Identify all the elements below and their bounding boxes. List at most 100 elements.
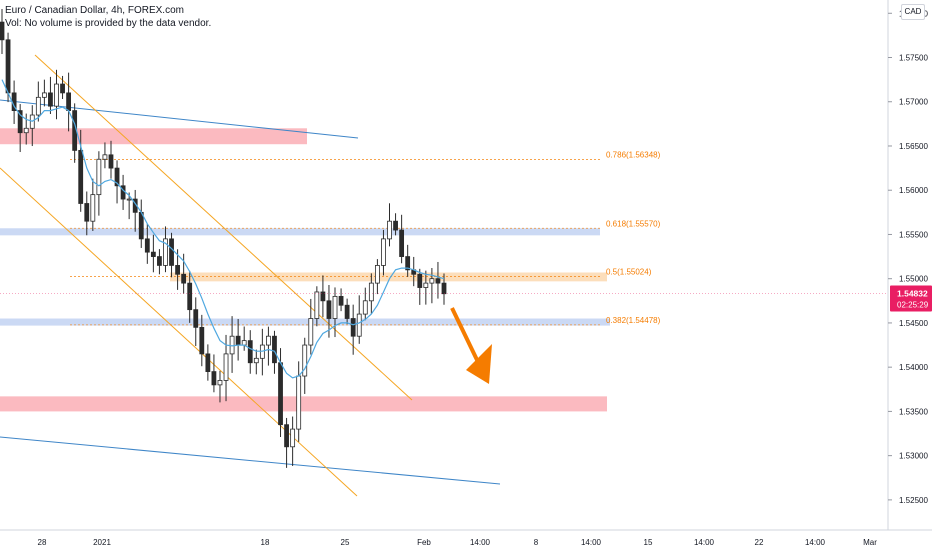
x-tick-label: 15	[644, 538, 653, 547]
candle	[350, 318, 356, 337]
candle	[199, 326, 205, 355]
candle	[278, 362, 283, 426]
drawing-tools	[0, 54, 501, 497]
candle	[169, 238, 174, 266]
candle	[229, 335, 235, 355]
symbol-title: Euro / Canadian Dollar, 4h, FOREX.com	[5, 5, 184, 16]
candle	[374, 265, 380, 284]
candles	[0, 9, 447, 468]
candle	[78, 150, 84, 204]
x-tick-label: 2021	[93, 538, 111, 547]
x-tick-label: 14:00	[694, 538, 715, 547]
x-tick-label: 22	[755, 538, 764, 547]
fib-label-1: 0.618(1.55570)	[606, 219, 661, 228]
candle	[90, 194, 96, 222]
candle	[150, 251, 156, 257]
candle	[66, 92, 72, 111]
candle	[193, 309, 199, 328]
chart-legend: Euro / Canadian Dollar, 4h, FOREX.com Vo…	[5, 4, 211, 30]
candle	[211, 371, 217, 386]
candle	[114, 167, 120, 187]
candle	[187, 282, 193, 311]
candle	[417, 273, 423, 288]
forecast-arrow	[450, 307, 492, 384]
candle	[290, 428, 296, 448]
candle	[157, 256, 162, 266]
x-tick-label: Feb	[417, 538, 431, 547]
candle	[368, 282, 374, 302]
x-tick-label: 25	[341, 538, 350, 547]
x-tick-label: Mar	[863, 538, 877, 547]
candle	[181, 273, 187, 284]
y-tick-label: 1.54500	[899, 319, 928, 328]
candle	[356, 313, 362, 337]
y-tick-label: 1.53500	[899, 407, 928, 416]
channel-orange-upper	[34, 54, 413, 401]
x-tick-label: 14:00	[470, 538, 491, 547]
candle	[0, 21, 5, 41]
candle	[60, 83, 65, 94]
channel-orange-lower	[0, 167, 358, 497]
y-tick-label: 1.57500	[899, 54, 928, 63]
candle	[344, 304, 350, 319]
x-tick-label: 8	[534, 538, 539, 547]
candle	[217, 380, 223, 386]
candle	[205, 353, 211, 372]
candle	[48, 92, 53, 107]
candle	[102, 154, 108, 160]
price-badge-countdown: 02:25:29	[897, 301, 929, 310]
candle	[381, 238, 386, 266]
currency-button[interactable]: CAD	[901, 4, 925, 20]
candle	[308, 318, 314, 346]
candle	[223, 353, 229, 381]
candle	[126, 198, 132, 201]
x-tick-label: 14:00	[805, 538, 826, 547]
y-tick-label: 1.53000	[899, 452, 928, 461]
y-tick-label: 1.57000	[899, 98, 928, 107]
zone-support-1	[0, 228, 600, 236]
zone-support-3	[0, 318, 610, 326]
candle	[96, 158, 102, 196]
candle	[84, 203, 90, 222]
candle	[108, 154, 114, 169]
candle	[272, 335, 277, 364]
arrow-shaft	[450, 307, 480, 363]
candle	[23, 127, 29, 134]
candle	[253, 357, 259, 364]
candle	[423, 282, 429, 288]
candle	[314, 291, 320, 319]
ema-line	[1, 79, 445, 379]
y-tick-label: 1.52500	[899, 496, 928, 505]
candle	[429, 278, 435, 284]
candle	[41, 92, 47, 98]
candle	[235, 335, 241, 346]
zone-pivot-2	[170, 272, 607, 282]
candle	[393, 220, 398, 231]
y-tick-label: 1.55000	[899, 275, 928, 284]
candle	[266, 335, 271, 346]
arrow-head	[466, 344, 492, 384]
channel-blue-upper	[0, 99, 359, 139]
volume-note: Vol: No volume is provided by the data v…	[5, 18, 212, 29]
candle	[296, 375, 302, 430]
fib-label-2: 0.5(1.55024)	[606, 268, 652, 277]
x-tick-label: 14:00	[581, 538, 602, 547]
price-badge-value: 1.54832	[897, 289, 928, 299]
candle	[284, 424, 289, 448]
candle	[435, 278, 441, 284]
candle	[441, 282, 447, 295]
y-tick-label: 1.55500	[899, 230, 928, 239]
fib-label-3: 0.382(1.54478)	[606, 316, 661, 325]
candle	[163, 238, 168, 266]
candle	[326, 300, 332, 319]
zone-supply-0	[0, 128, 307, 145]
candle	[302, 344, 308, 377]
candle	[144, 238, 150, 253]
x-tick-label: 28	[38, 538, 47, 547]
candle	[138, 211, 144, 240]
candle	[399, 229, 405, 257]
candle	[241, 340, 247, 346]
candle	[320, 291, 326, 302]
candle	[362, 300, 368, 315]
